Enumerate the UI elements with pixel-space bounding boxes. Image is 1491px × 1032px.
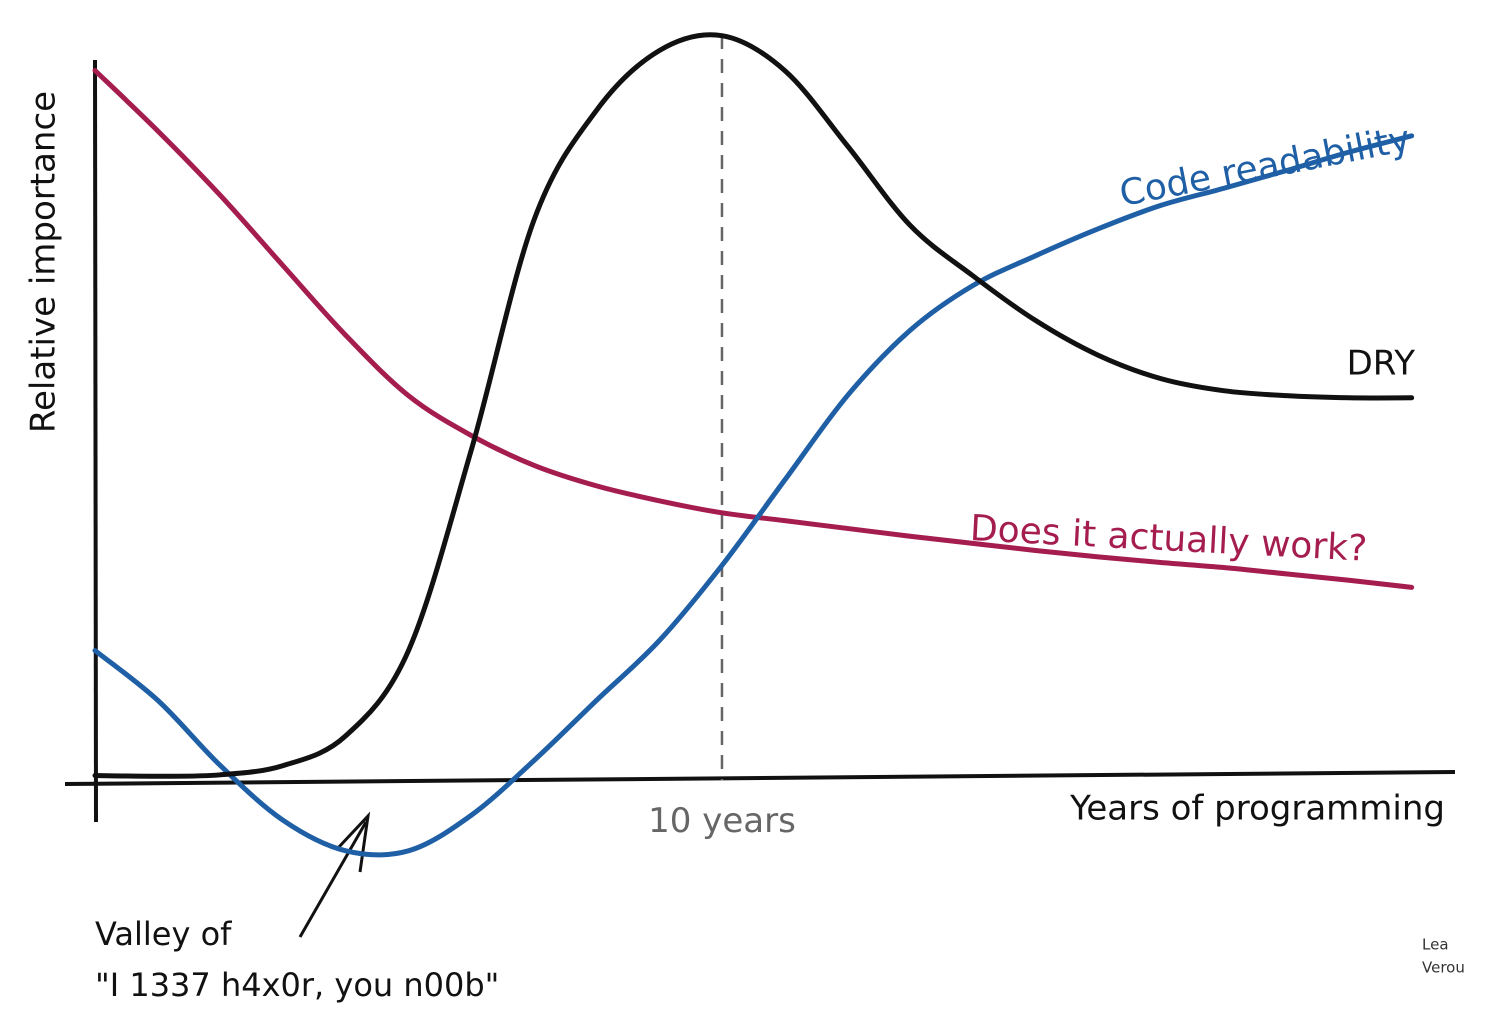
line: [92, 133, 1415, 858]
series-label: Does it actually work?: [969, 508, 1368, 570]
annotation: "I 1337 h4x0r, you n00b": [95, 966, 499, 1004]
line: [92, 32, 1415, 779]
signature: Lea: [1422, 936, 1449, 954]
series-label: DRY: [1347, 344, 1416, 384]
line: [92, 68, 1415, 590]
arrow: [298, 821, 368, 938]
series-label: Code readability: [1116, 118, 1413, 215]
x-axis: [64, 770, 1456, 786]
x-axis-label: Years of programming: [1069, 789, 1445, 829]
y-axis: [93, 59, 98, 823]
signature: Verou: [1422, 959, 1465, 977]
y-axis-label: Relative importance: [24, 91, 64, 433]
annotation: Valley of: [95, 915, 232, 953]
x-tick-label: 10 years: [648, 801, 796, 841]
